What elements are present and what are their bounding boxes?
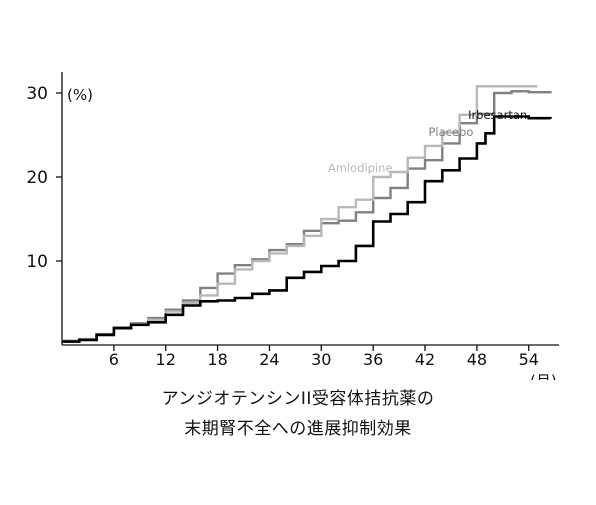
series-label-placebo: Placebo xyxy=(428,125,473,139)
x-axis-ticks: 6 12 18 24 30 36 42 48 54 xyxy=(109,345,539,369)
x-tick-label: 36 xyxy=(363,350,383,369)
x-tick-label: 6 xyxy=(109,350,119,369)
x-tick-label: 30 xyxy=(311,350,331,369)
y-unit-label: (%) xyxy=(67,86,93,104)
x-tick-label: 12 xyxy=(156,350,176,369)
x-tick-label: 24 xyxy=(259,350,279,369)
y-tick-label: 30 xyxy=(26,84,48,104)
x-tick-label: 18 xyxy=(207,350,227,369)
y-tick-label: 10 xyxy=(26,252,48,272)
series-label-irbesartan: Irbesartan xyxy=(468,108,527,122)
series-labels: Placebo Amlodipine Irbesartan xyxy=(328,108,527,175)
caption-line-1: アンジオテンシンII受容体拮抗薬の xyxy=(161,389,435,409)
chart-series xyxy=(62,85,552,343)
x-tick-label: 42 xyxy=(415,350,435,369)
x-unit-label: (月) xyxy=(530,372,557,380)
y-tick-label: 20 xyxy=(26,168,48,188)
series-label-amlodipine: Amlodipine xyxy=(328,161,393,175)
y-axis-ticks: 10 20 30 xyxy=(26,84,62,272)
x-tick-label: 54 xyxy=(519,350,539,369)
series-line-irbesartan xyxy=(62,115,552,343)
chart-axes: 10 20 30 6 12 18 24 30 36 42 48 54 (%) (月) xyxy=(26,72,559,380)
x-tick-label: 48 xyxy=(467,350,487,369)
caption-line-2: 末期腎不全への進展抑制効果 xyxy=(184,419,412,439)
series-line-placebo xyxy=(62,90,552,342)
cumulative-incidence-chart: 10 20 30 6 12 18 24 30 36 42 48 54 (%) (月) Placebo… xyxy=(26,72,559,380)
